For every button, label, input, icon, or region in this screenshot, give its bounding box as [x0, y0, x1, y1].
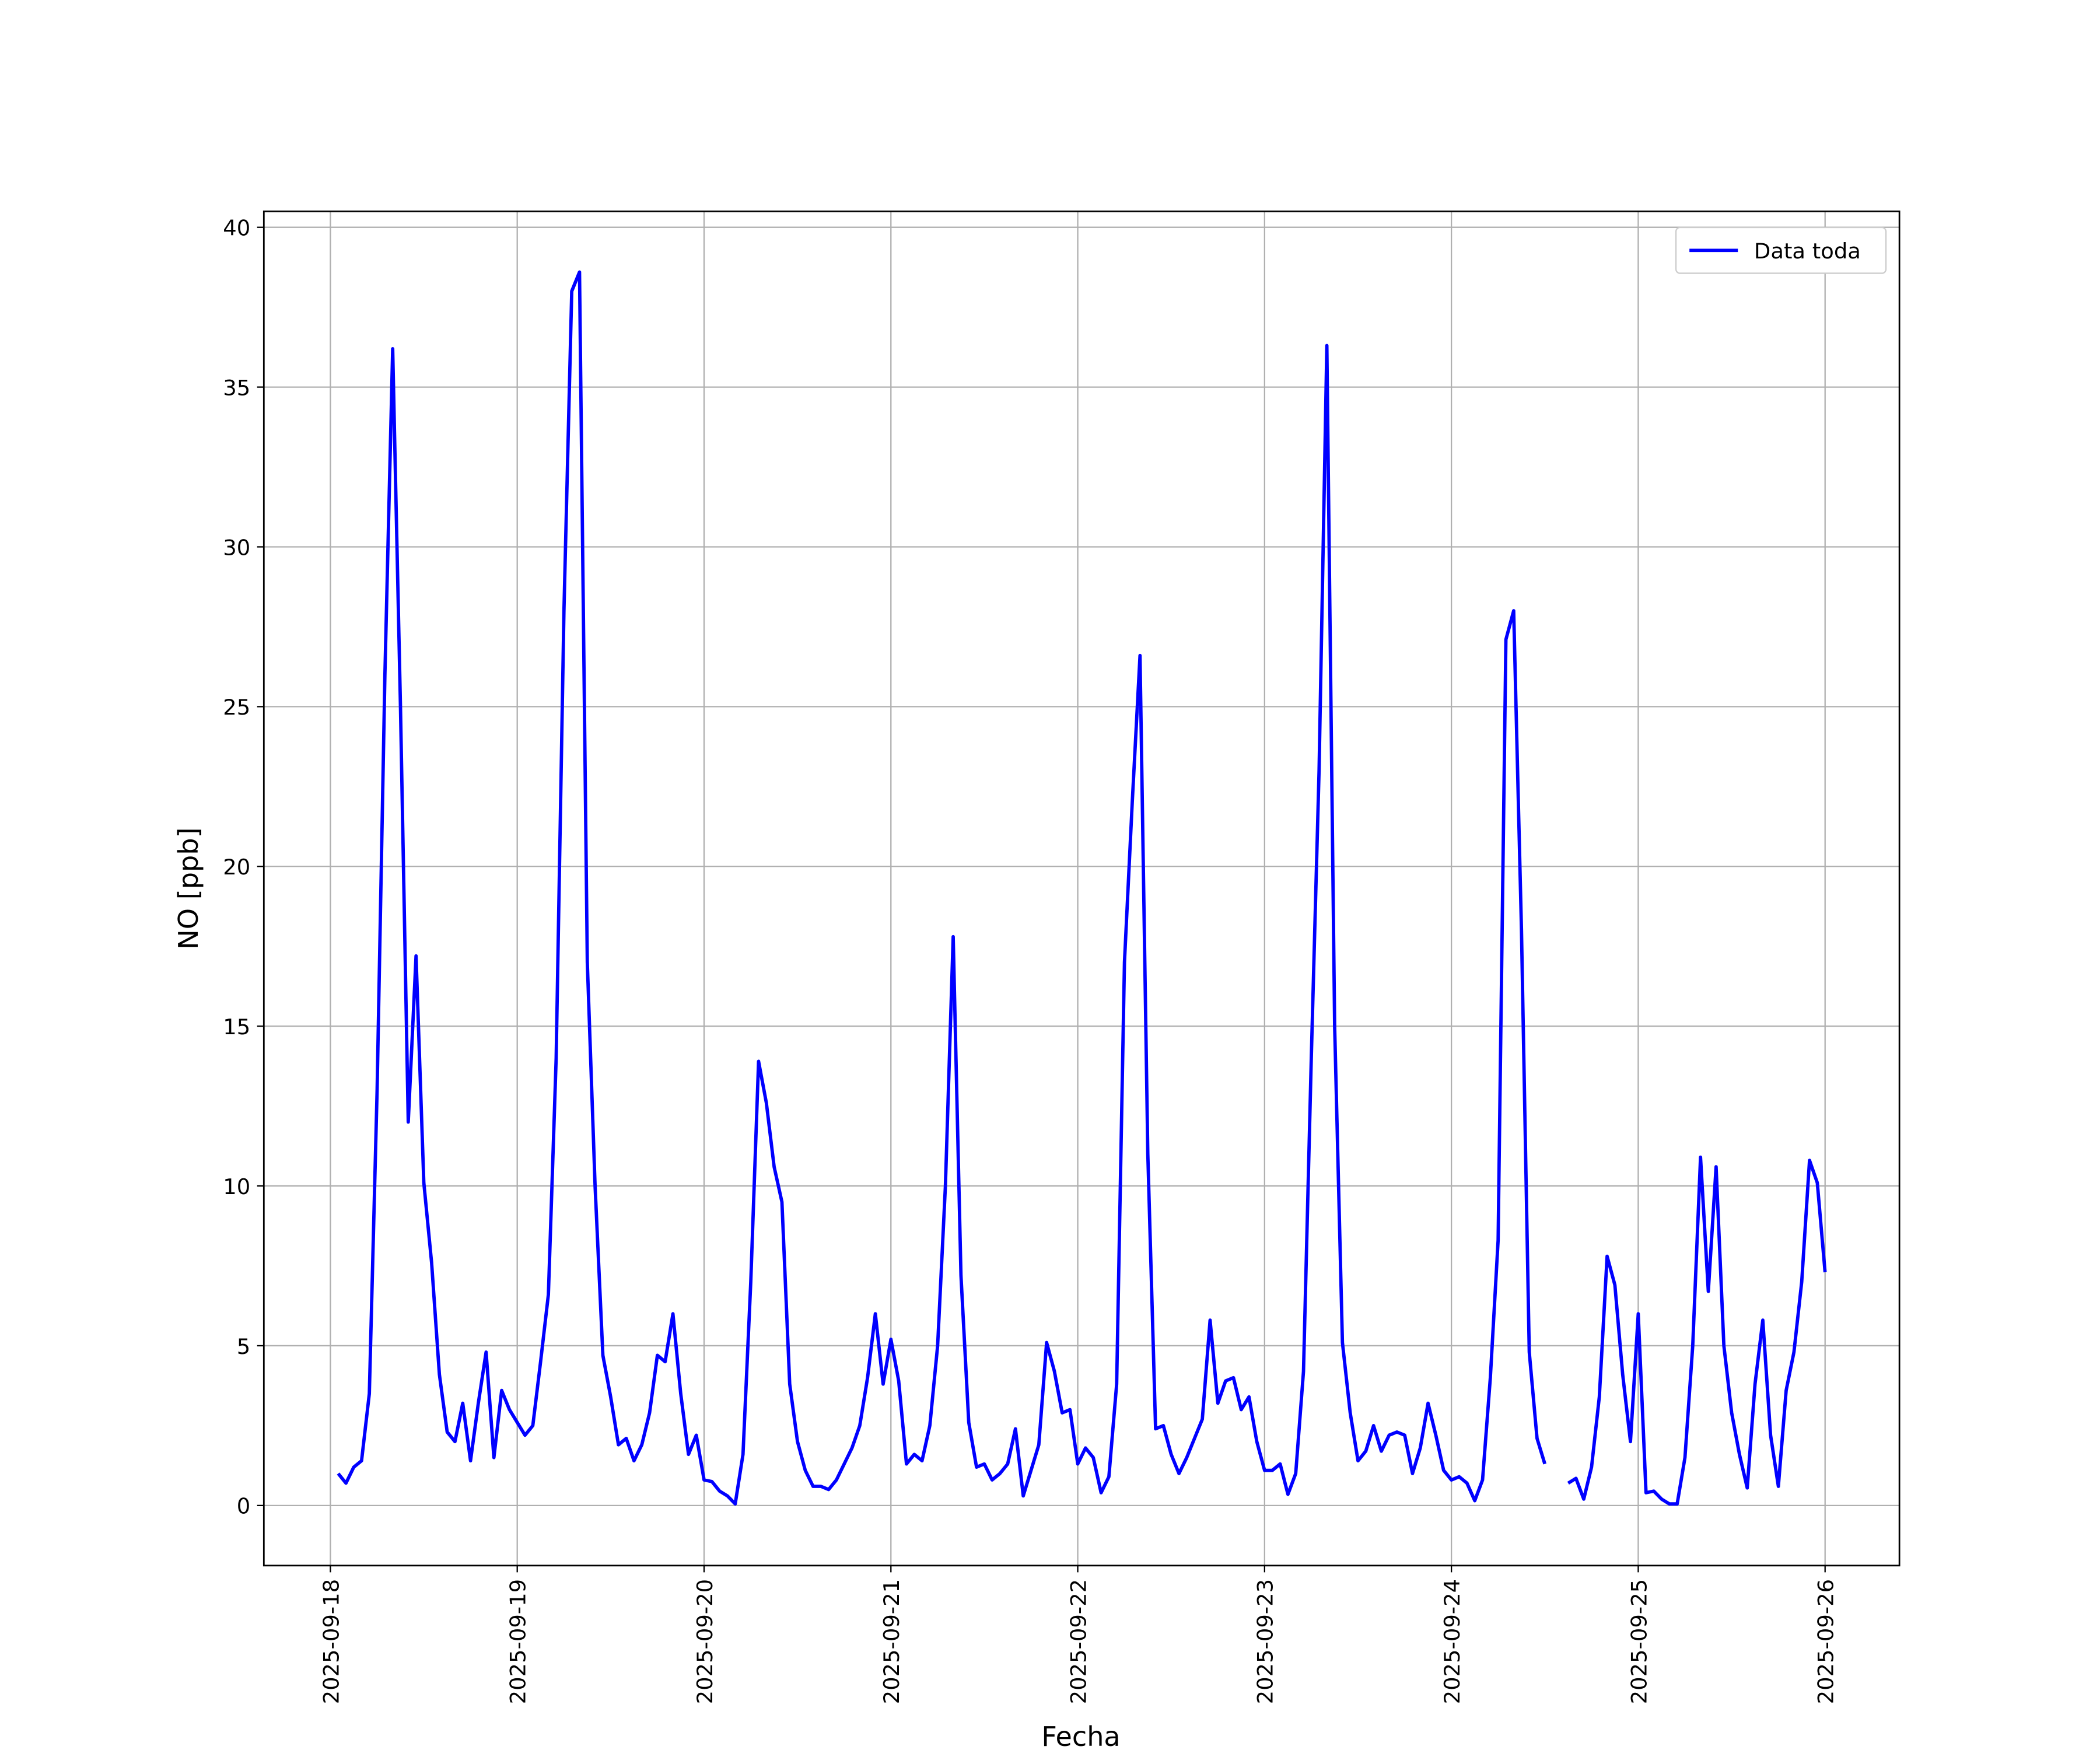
x-tick-label: 2025-09-19 — [506, 1579, 531, 1704]
x-tick-label: 2025-09-25 — [1626, 1579, 1651, 1704]
x-tick-label: 2025-09-21 — [879, 1579, 904, 1704]
data-line — [337, 270, 1827, 1506]
x-tick-label: 2025-09-24 — [1440, 1579, 1465, 1704]
x-tick-label: 2025-09-20 — [692, 1579, 718, 1704]
y-tick-label: 25 — [223, 695, 250, 720]
x-tick-label: 2025-09-23 — [1253, 1579, 1278, 1704]
x-tick-label: 2025-09-18 — [318, 1579, 344, 1704]
y-tick-label: 15 — [223, 1014, 250, 1040]
x-axis-label: Fecha — [1041, 1721, 1120, 1750]
x-tick-label: 2025-09-22 — [1066, 1579, 1091, 1704]
y-tick-label: 30 — [223, 535, 250, 560]
legend-box — [1675, 226, 1887, 274]
x-tick-label: 2025-09-26 — [1814, 1579, 1839, 1704]
y-axis-label: NO [ppb] — [173, 827, 204, 949]
legend-label: Data toda — [1754, 239, 1861, 264]
y-tick-label: 35 — [223, 375, 250, 400]
y-tick-label: 10 — [223, 1174, 250, 1199]
y-tick-label: 20 — [223, 855, 250, 880]
y-tick-label: 0 — [237, 1494, 250, 1519]
plot-frame — [262, 210, 1901, 1567]
y-tick-label: 40 — [223, 216, 250, 241]
y-tick-label: 5 — [237, 1334, 250, 1359]
